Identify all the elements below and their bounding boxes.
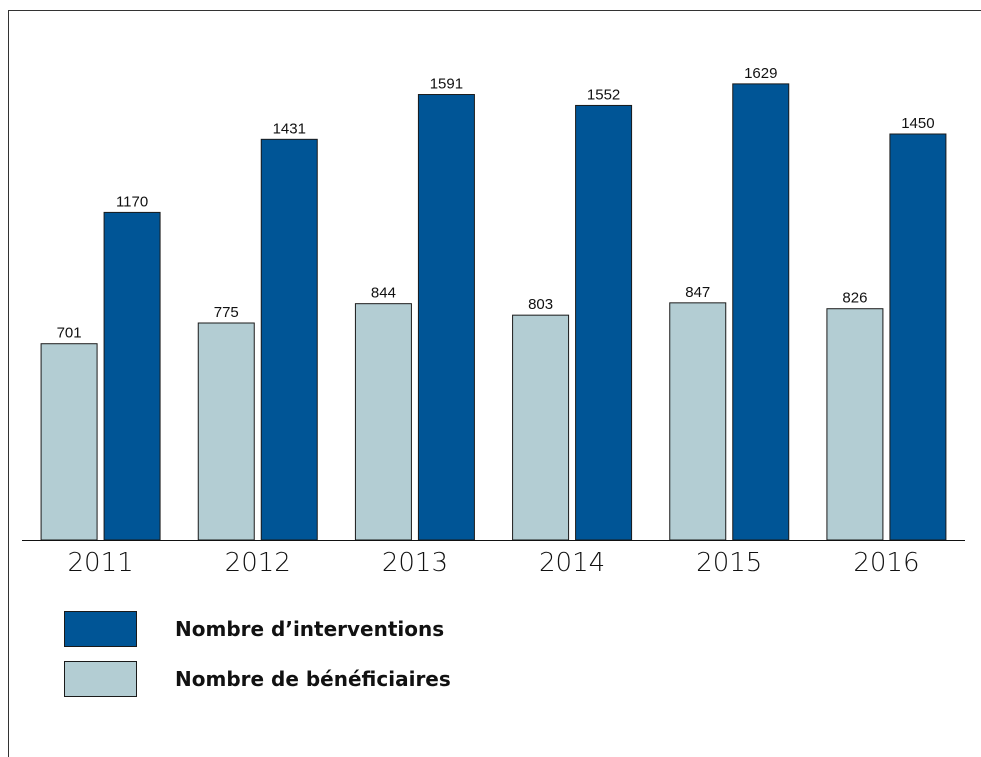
bar — [826, 308, 884, 541]
data-label: 1431 — [273, 120, 306, 137]
bar — [889, 133, 947, 541]
data-label: 1629 — [744, 65, 777, 82]
legend-swatch — [64, 611, 137, 647]
legend-swatch — [64, 661, 137, 697]
bar — [732, 83, 790, 541]
data-label: 1591 — [430, 76, 463, 93]
bar — [260, 138, 318, 541]
bar — [669, 302, 727, 541]
bar — [103, 211, 161, 541]
data-label: 803 — [528, 296, 553, 313]
data-label: 1450 — [901, 115, 934, 132]
x-tick-label: 2011 — [67, 548, 133, 578]
x-tick-label: 2015 — [696, 548, 762, 578]
x-tick-label: 2012 — [225, 548, 291, 578]
bar — [354, 303, 412, 541]
x-tick-label: 2013 — [382, 548, 448, 578]
data-label: 844 — [371, 285, 396, 302]
bar — [575, 104, 633, 541]
bar — [417, 94, 475, 541]
data-label: 701 — [57, 325, 82, 342]
legend-label: Nombre d’interventions — [175, 617, 444, 641]
legend-label: Nombre de bénéficiaires — [175, 667, 451, 691]
x-tick-label: 2016 — [853, 548, 919, 578]
data-label: 1552 — [587, 86, 620, 103]
data-label: 847 — [685, 284, 710, 301]
bar — [197, 322, 255, 541]
bar — [512, 314, 570, 541]
data-label: 775 — [214, 304, 239, 321]
data-label: 1170 — [116, 193, 148, 210]
bar — [40, 343, 98, 541]
data-label: 826 — [842, 290, 867, 307]
x-tick-label: 2014 — [539, 548, 605, 578]
